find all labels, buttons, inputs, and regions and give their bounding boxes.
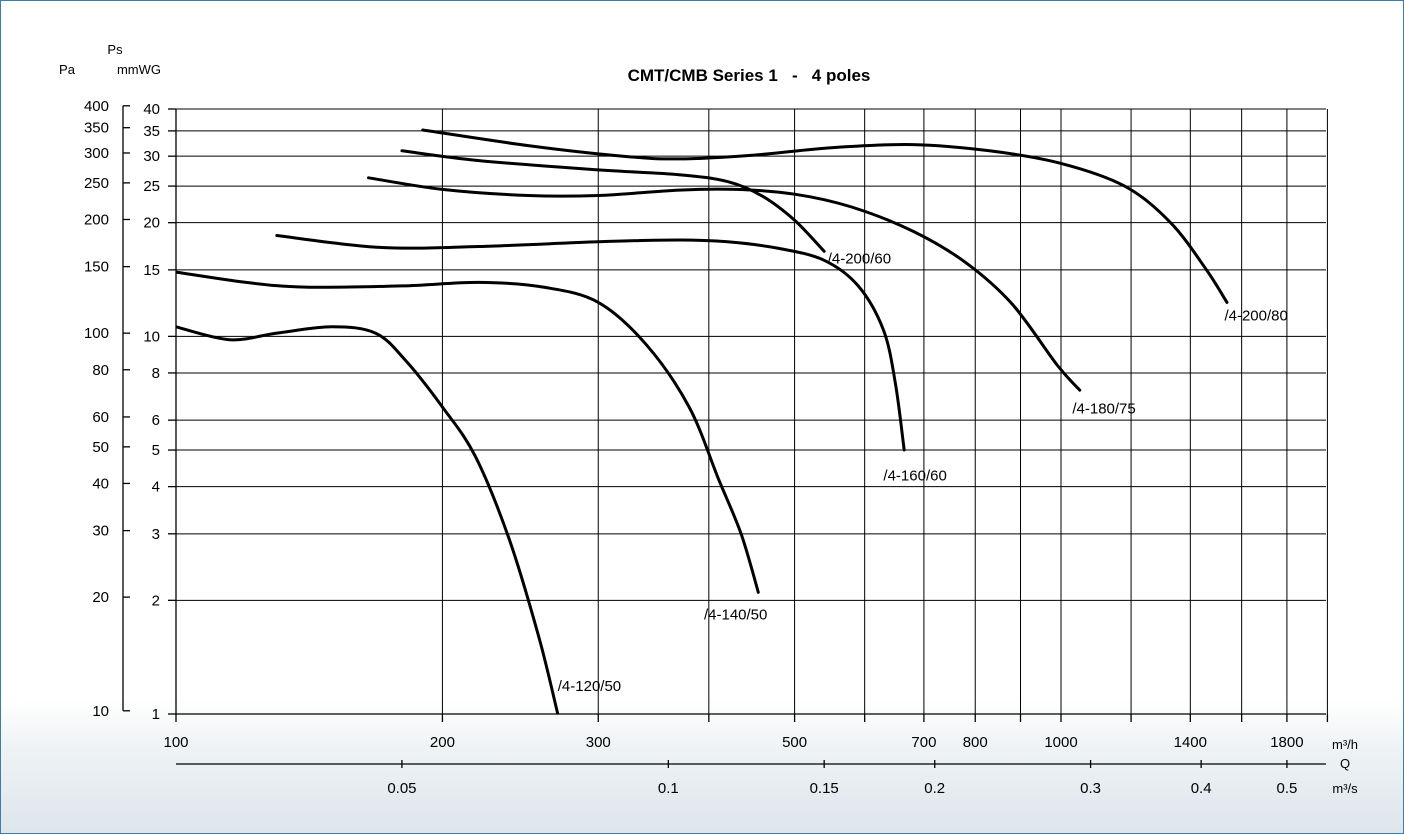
x-unit-m3s: m³/s [1332, 781, 1358, 796]
y-tick-label-mmwg: 40 [143, 101, 160, 118]
y-tick-label-pa: 300 [84, 145, 109, 162]
y-tick-label-pa: 10 [92, 703, 109, 720]
x-tick-label-m3h: 1000 [1044, 734, 1077, 751]
y-tick-label-pa: 250 [84, 175, 109, 192]
series-label-6: /4-200/80 [1224, 308, 1287, 325]
x-tick-label-m3h: 1800 [1270, 734, 1303, 751]
series-label-1: /4-120/50 [558, 678, 621, 695]
x-tick-label-m3s: 0.1 [658, 780, 679, 797]
x-tick-label-m3h: 300 [586, 734, 611, 751]
x-tick-label-m3s: 0.15 [810, 780, 839, 797]
y-tick-label-pa: 350 [84, 120, 109, 137]
axes [122, 105, 1329, 768]
series-curve-5 [400, 149, 826, 253]
series-curve-6 [421, 128, 1229, 304]
x-tick-label-m3h: 500 [782, 734, 807, 751]
y-tick-label-mmwg: 25 [143, 178, 160, 195]
x-unit-q: Q [1340, 756, 1350, 771]
chart-title: CMT/CMB Series 1 - 4 poles [628, 66, 871, 85]
y-tick-label-pa: 150 [84, 259, 109, 276]
y-tick-label-pa: 400 [84, 98, 109, 115]
y-tick-label-mmwg: 2 [152, 592, 160, 609]
y-axis-header: Ps [107, 42, 123, 57]
y-unit-mmwg: mmWG [117, 62, 161, 77]
series-label-5: /4-200/60 [828, 250, 891, 267]
y-tick-label-mmwg: 8 [152, 365, 160, 382]
x-unit-m3h: m³/h [1332, 737, 1358, 752]
y-tick-label-mmwg: 5 [152, 442, 160, 459]
x-tick-label-m3h: 800 [963, 734, 988, 751]
y-tick-label-mmwg: 4 [152, 479, 160, 496]
y-tick-label-pa: 40 [92, 475, 109, 492]
series-curve-3 [275, 234, 906, 452]
y-tick-label-mmwg: 10 [143, 328, 160, 345]
series-label-4: /4-180/75 [1072, 400, 1135, 417]
y-tick-label-pa: 20 [92, 589, 109, 606]
x-tick-label-m3s: 0.5 [1276, 780, 1297, 797]
x-tick-label-m3s: 0.4 [1191, 780, 1212, 797]
y-tick-label-mmwg: 35 [143, 123, 160, 140]
y-tick-label-mmwg: 20 [143, 215, 160, 232]
x-tick-label-m3s: 0.2 [924, 780, 945, 797]
tick-labels: 4035302520151086543214003503002502001501… [84, 98, 1304, 797]
y-tick-label-pa: 200 [84, 211, 109, 228]
x-tick-label-m3s: 0.3 [1080, 780, 1101, 797]
series-curve-4 [367, 176, 1082, 392]
series-curves [176, 128, 1229, 714]
y-tick-label-pa: 30 [92, 523, 109, 540]
x-tick-label-m3h: 200 [430, 734, 455, 751]
y-tick-label-mmwg: 30 [143, 148, 160, 165]
x-tick-label-m3h: 1400 [1174, 734, 1207, 751]
x-tick-label-m3s: 0.05 [387, 780, 416, 797]
series-curve-2 [176, 270, 760, 594]
y-tick-label-mmwg: 3 [152, 526, 160, 543]
y-tick-label-mmwg: 6 [152, 412, 160, 429]
series-label-3: /4-160/60 [883, 468, 946, 485]
y-tick-label-mmwg: 1 [152, 706, 160, 723]
series-label-2: /4-140/50 [704, 606, 767, 623]
y-tick-label-pa: 50 [92, 439, 109, 456]
y-tick-label-pa: 80 [92, 362, 109, 379]
series-labels: /4-120/50/4-140/50/4-160/60/4-180/75/4-2… [558, 250, 1288, 695]
y-unit-pa: Pa [59, 62, 76, 77]
y-tick-label-pa: 60 [92, 409, 109, 426]
x-tick-label-m3h: 700 [911, 734, 936, 751]
y-tick-label-mmwg: 15 [143, 262, 160, 279]
series-curve-1 [176, 325, 560, 714]
y-tick-label-pa: 100 [84, 325, 109, 342]
x-tick-label-m3h: 100 [163, 734, 188, 751]
